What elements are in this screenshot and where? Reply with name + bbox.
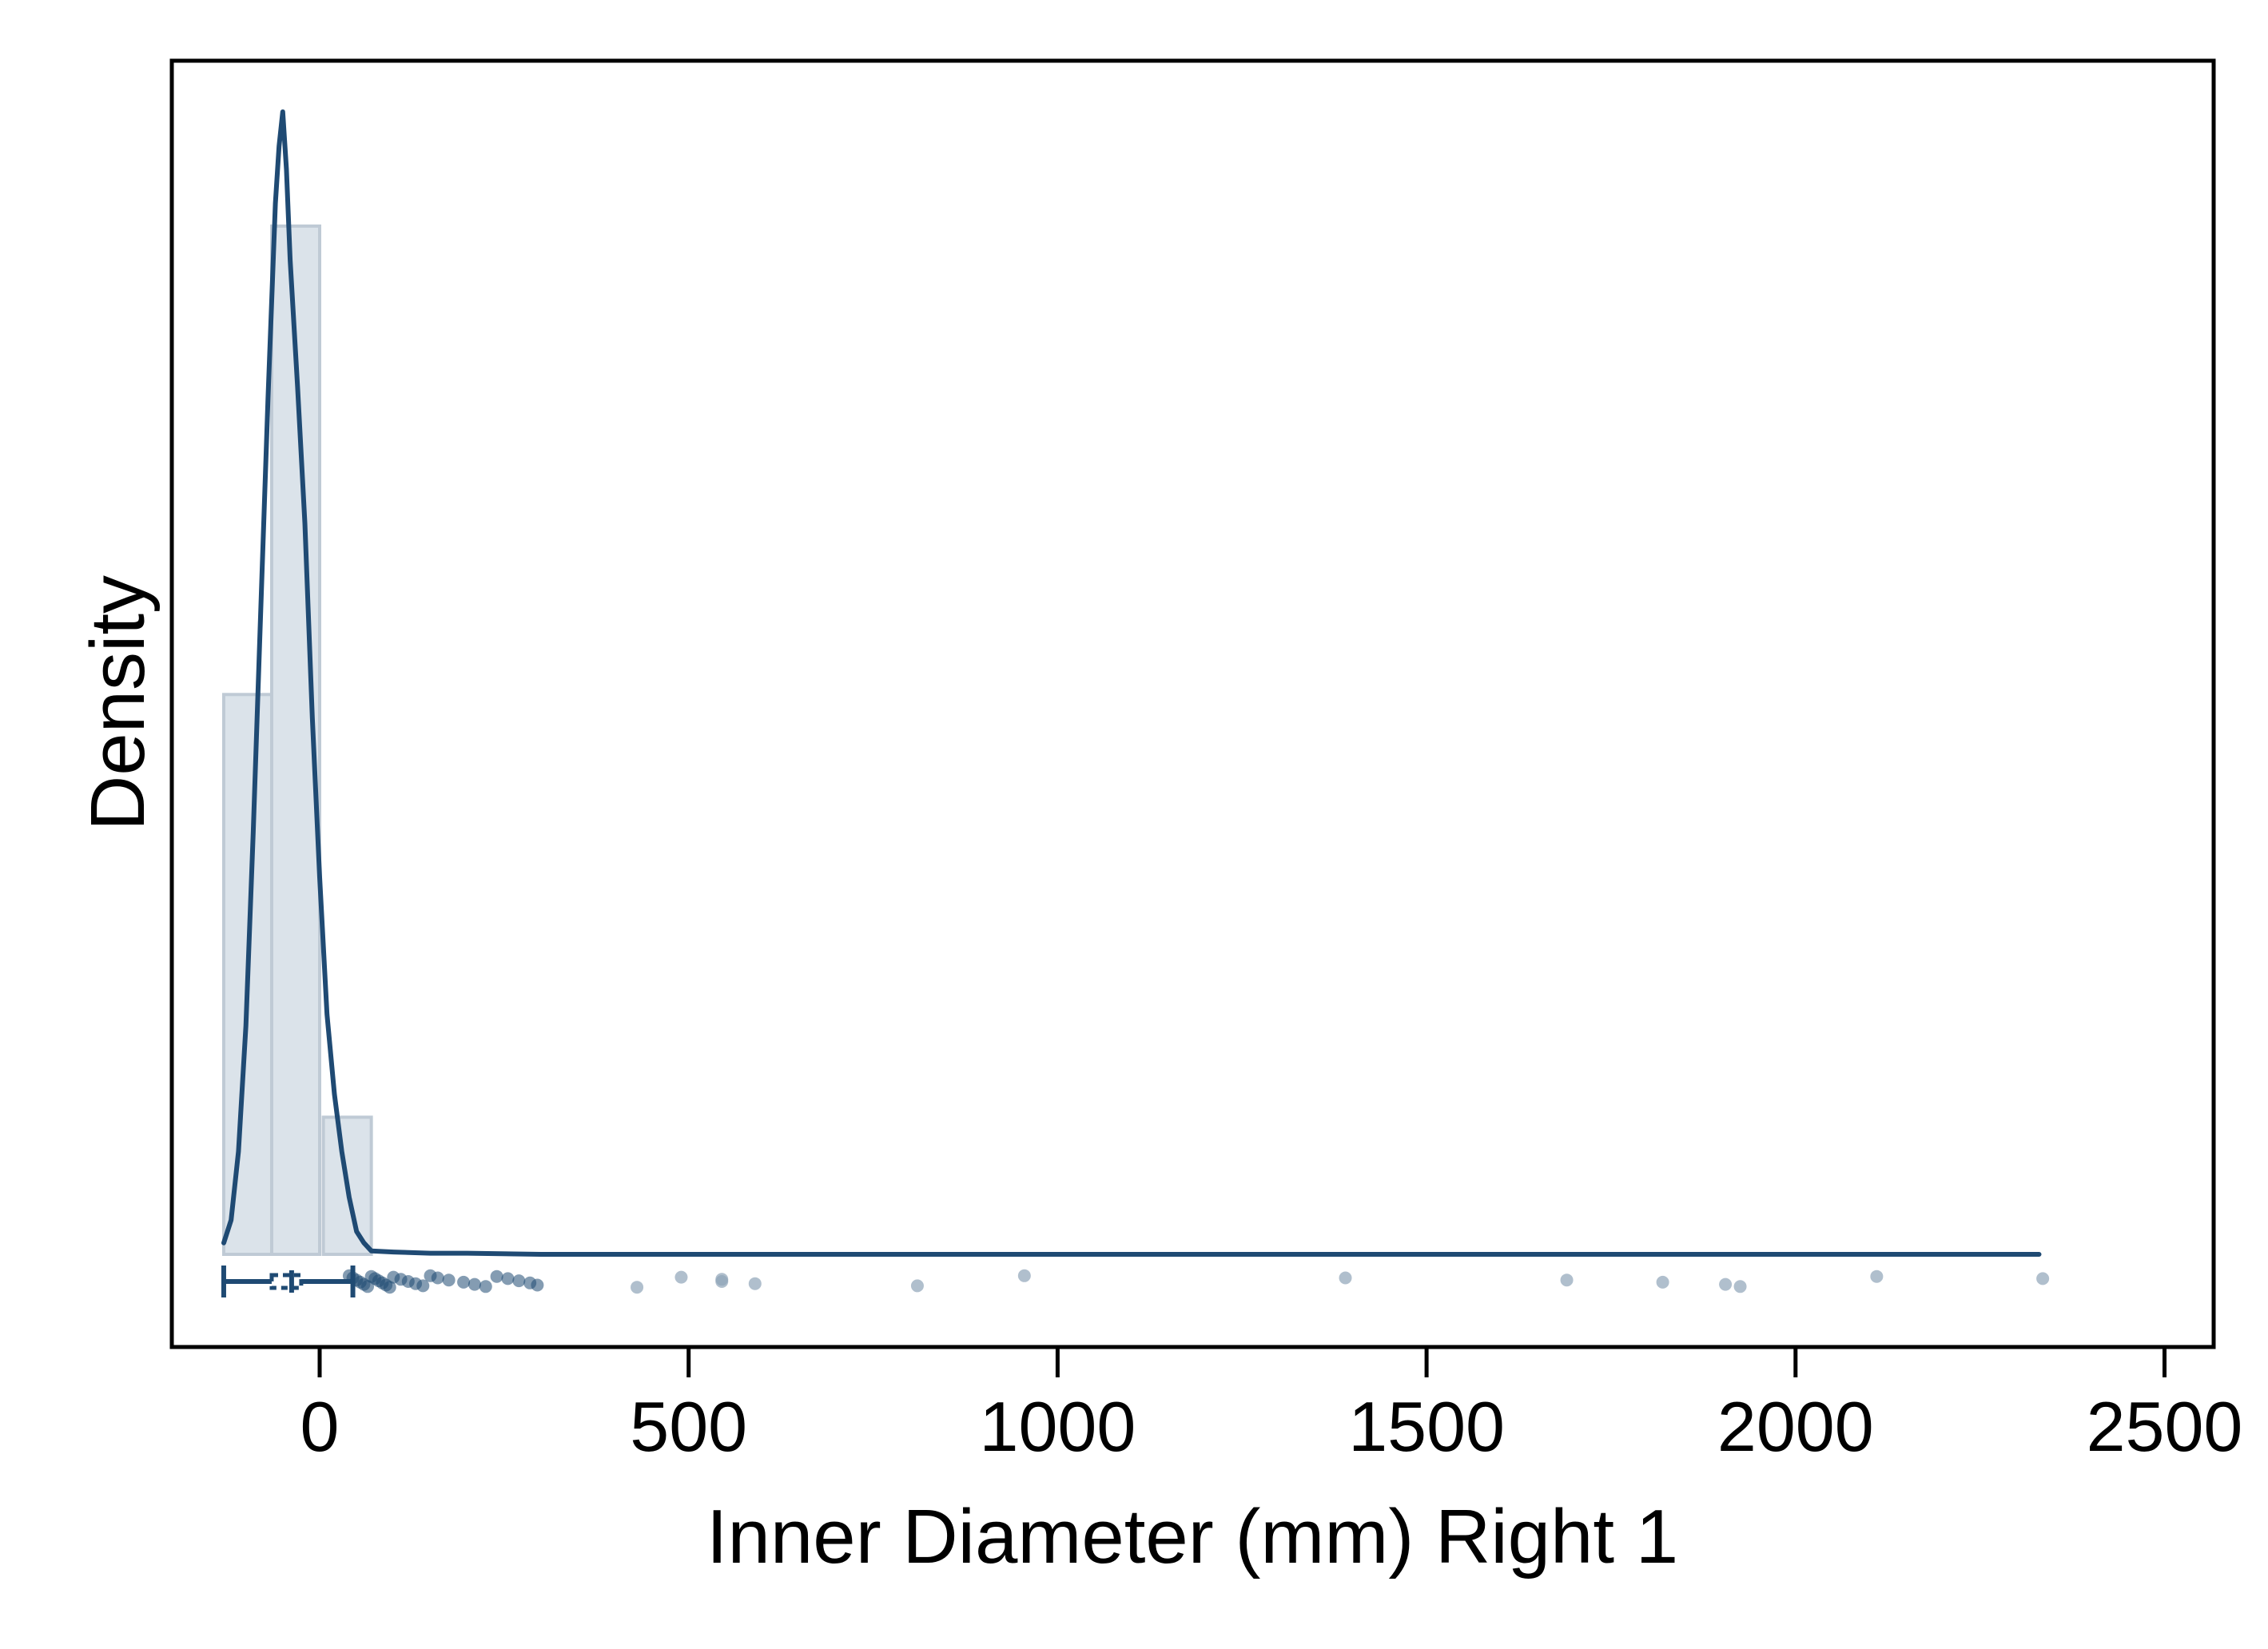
x-tick-label: 1000 [980,1387,1136,1466]
rug-point [1656,1275,1669,1289]
rug-points [342,1269,2050,1294]
rug-point [431,1271,444,1285]
rug-point [531,1278,544,1292]
rug-point [2036,1272,2050,1285]
plot-frame [169,58,2216,1349]
rug-point [1733,1280,1747,1293]
rug-point [468,1277,481,1291]
y-axis-title: Density [75,575,161,831]
rug-point [1017,1269,1031,1282]
x-tick-label: 500 [630,1387,747,1466]
x-tick-label: 0 [300,1387,340,1466]
rug-point [748,1277,762,1290]
rug-point [383,1281,396,1294]
rug-point [479,1280,492,1293]
x-tick-label: 2000 [1717,1387,1874,1466]
rug-point [1870,1270,1884,1283]
rug-point [631,1281,644,1294]
rug-point [512,1274,526,1288]
rug-point [910,1279,924,1293]
boxplot-box [269,1273,304,1290]
rug-point [442,1274,456,1287]
rug-point [457,1275,471,1289]
rug-point [1719,1277,1733,1291]
rug-point [490,1270,503,1283]
x-tick-label: 2500 [2087,1387,2243,1466]
density-curve [221,109,2042,1257]
rug-point [1339,1271,1352,1285]
rug-point [715,1275,729,1288]
rug-point [416,1279,430,1293]
rug-point [501,1272,515,1285]
x-axis-ticks: 0 500 1000 1500 2000 2500 [300,1347,2243,1466]
x-tick-label: 1500 [1348,1387,1505,1466]
x-axis-title: Inner Diameter (mm) Right 1 [706,1494,1678,1579]
rug-point [1560,1274,1574,1287]
rug-point [674,1270,688,1284]
